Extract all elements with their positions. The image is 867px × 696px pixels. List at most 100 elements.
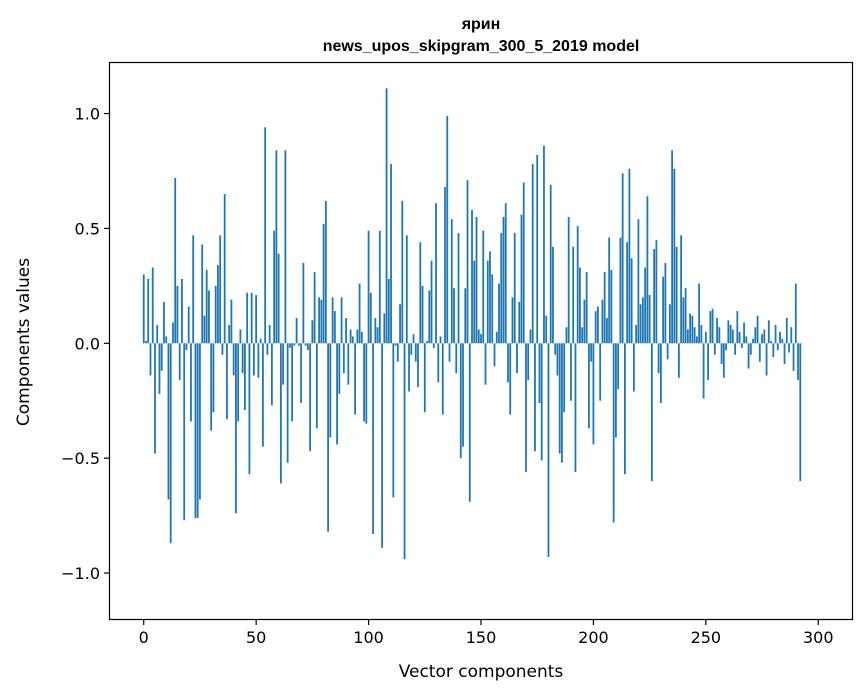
- bar-274: [758, 343, 761, 362]
- bar-71: [302, 262, 305, 344]
- bar-192: [574, 343, 577, 472]
- bar-213: [621, 173, 624, 344]
- bar-270: [749, 343, 752, 355]
- bar-160: [502, 216, 505, 344]
- bar-241: [684, 288, 687, 344]
- bar-279: [770, 341, 772, 344]
- bar-176: [538, 343, 541, 404]
- bar-284: [781, 338, 784, 344]
- bar-273: [756, 315, 759, 344]
- bar-93: [351, 336, 354, 344]
- bar-12: [169, 343, 172, 544]
- x-axis-label: Vector components: [399, 662, 564, 682]
- bar-112: [394, 343, 397, 346]
- bar-237: [675, 246, 678, 344]
- bar-86: [336, 343, 338, 445]
- bar-234: [668, 304, 671, 344]
- bar-40: [232, 343, 235, 376]
- bar-126: [426, 341, 428, 344]
- bar-212: [619, 237, 622, 344]
- bar-256: [718, 327, 721, 344]
- bar-278: [767, 320, 770, 344]
- bar-259: [725, 343, 727, 351]
- bar-151: [482, 230, 485, 344]
- bar-125: [423, 343, 426, 413]
- bar-38: [228, 324, 231, 344]
- bar-65: [288, 343, 291, 348]
- bar-58: [273, 230, 276, 344]
- bar-236: [673, 168, 676, 344]
- bar-282: [776, 343, 779, 351]
- bar-177: [540, 343, 543, 461]
- bar-33: [217, 265, 219, 344]
- bar-268: [745, 336, 748, 344]
- bar-210: [615, 343, 617, 438]
- bar-174: [534, 343, 536, 452]
- bar-49: [253, 343, 255, 376]
- x-tick-label: 250: [691, 628, 722, 647]
- bar-81: [324, 200, 327, 344]
- bar-247: [698, 283, 700, 344]
- bar-185: [558, 343, 561, 454]
- bar-20: [187, 306, 190, 344]
- bar-203: [599, 343, 602, 401]
- bar-205: [603, 272, 606, 344]
- bar-41: [235, 343, 237, 514]
- bar-51: [257, 343, 260, 378]
- bar-228: [655, 239, 658, 344]
- y-axis-label: Components values: [14, 258, 34, 426]
- bar-202: [597, 306, 599, 344]
- bar-197: [585, 272, 588, 344]
- x-tick-label: 0: [139, 628, 149, 647]
- bar-35: [221, 343, 224, 355]
- bar-252: [709, 311, 712, 344]
- bar-189: [567, 216, 570, 344]
- bar-103: [374, 318, 377, 344]
- bar-184: [556, 343, 559, 376]
- y-tick-label: 0.0: [75, 334, 100, 353]
- bar-101: [369, 292, 372, 344]
- bar-59: [275, 150, 278, 344]
- bar-254: [713, 343, 716, 355]
- bar-141: [459, 343, 462, 459]
- bar-165: [513, 233, 516, 344]
- bar-250: [704, 331, 707, 344]
- bar-217: [630, 258, 633, 344]
- bar-54: [264, 127, 267, 344]
- bar-29: [208, 290, 210, 344]
- bar-66: [291, 343, 294, 422]
- bar-56: [268, 324, 271, 344]
- bar-150: [480, 334, 482, 344]
- bar-280: [772, 343, 775, 358]
- bar-131: [437, 343, 440, 383]
- bar-218: [633, 343, 635, 392]
- bar-4: [151, 267, 154, 344]
- chart-title: ярин: [461, 16, 501, 33]
- bar-27: [203, 315, 206, 344]
- bar-95: [356, 329, 359, 344]
- bar-216: [628, 168, 631, 344]
- bar-140: [457, 233, 460, 344]
- bar-70: [300, 343, 303, 404]
- bar-144: [466, 180, 469, 344]
- bar-97: [360, 331, 363, 344]
- bar-172: [529, 329, 532, 344]
- bar-190: [570, 343, 572, 401]
- bar-215: [626, 242, 629, 344]
- bar-178: [543, 145, 545, 344]
- bar-262: [731, 329, 734, 344]
- bar-196: [583, 299, 586, 344]
- bar-5: [154, 343, 156, 454]
- bar-233: [666, 343, 669, 360]
- y-tick-label: 1.0: [75, 105, 100, 124]
- bar-39: [230, 299, 233, 344]
- bar-221: [639, 304, 642, 344]
- bar-123: [419, 242, 422, 344]
- bar-283: [779, 331, 781, 344]
- bar-18: [183, 343, 186, 521]
- bar-222: [641, 297, 644, 344]
- bar-292: [799, 343, 802, 482]
- bar-244: [691, 315, 694, 344]
- bar-37: [226, 343, 228, 420]
